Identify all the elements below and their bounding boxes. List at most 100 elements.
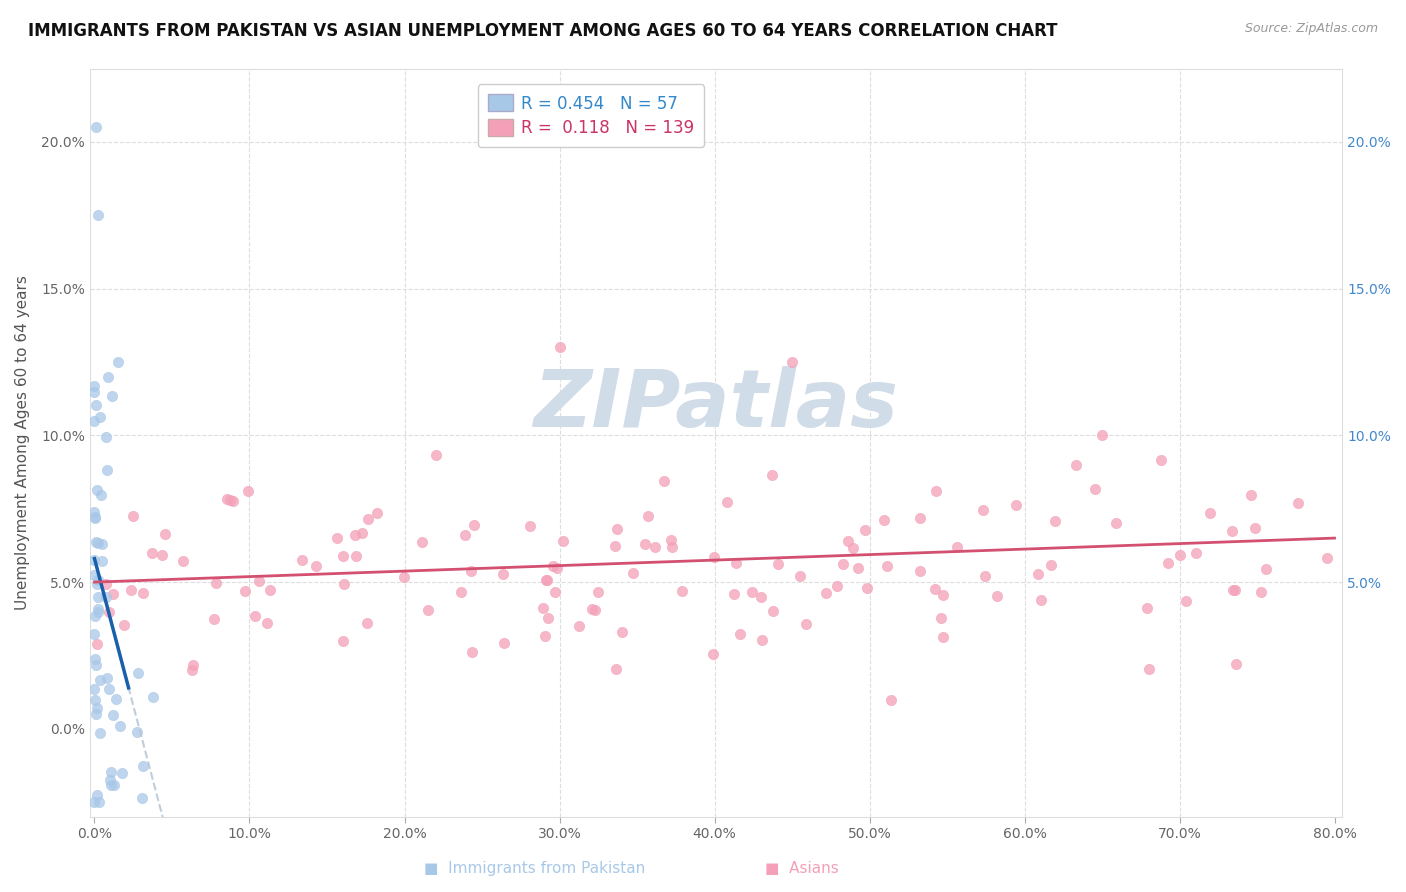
Point <box>610 624 633 639</box>
Point <box>86 208 108 222</box>
Point <box>98 605 121 619</box>
Point <box>703 549 725 564</box>
Point <box>463 518 485 533</box>
Point <box>546 561 568 575</box>
Point <box>876 558 898 573</box>
Point <box>762 604 785 618</box>
Point <box>83 627 105 641</box>
Point <box>86 577 108 591</box>
Point <box>425 449 447 463</box>
Point <box>96 463 118 477</box>
Point <box>83 682 105 697</box>
Point <box>837 533 859 548</box>
Point <box>332 549 354 563</box>
Point <box>621 566 644 580</box>
Point <box>326 531 349 545</box>
Point <box>416 602 439 616</box>
Point <box>83 692 105 706</box>
Point <box>87 536 110 550</box>
Point <box>644 540 666 554</box>
Point <box>233 583 256 598</box>
Point <box>94 590 117 604</box>
Point <box>366 506 388 520</box>
Point <box>153 526 176 541</box>
Point <box>103 778 125 792</box>
Point <box>90 488 112 502</box>
Point <box>87 605 110 619</box>
Point <box>908 564 931 578</box>
Point <box>1199 506 1222 520</box>
Point <box>101 586 124 600</box>
Point <box>1170 549 1192 563</box>
Point <box>103 708 125 723</box>
Point <box>1091 428 1114 442</box>
Point <box>1175 594 1198 608</box>
Point <box>132 586 155 600</box>
Point <box>634 537 657 551</box>
Point <box>842 541 865 555</box>
Point <box>86 700 108 714</box>
Point <box>780 355 803 369</box>
Point <box>531 600 554 615</box>
Point <box>180 663 202 677</box>
Point <box>111 765 134 780</box>
Point <box>1222 524 1244 538</box>
Point <box>728 627 751 641</box>
Point <box>1316 550 1339 565</box>
Point <box>238 484 260 499</box>
Point <box>350 525 373 540</box>
Point <box>87 795 110 809</box>
Point <box>121 509 143 524</box>
Point <box>84 510 107 524</box>
Point <box>215 491 238 506</box>
Point <box>986 589 1008 603</box>
Point <box>333 577 356 591</box>
Point <box>794 616 817 631</box>
Point <box>831 557 853 571</box>
Point <box>1244 521 1267 535</box>
Point <box>908 511 931 525</box>
Point <box>356 615 378 630</box>
Point <box>853 523 876 537</box>
Point <box>87 591 110 605</box>
Point <box>127 666 149 681</box>
Point <box>86 789 108 803</box>
Point <box>1256 561 1278 575</box>
Point <box>1105 516 1128 530</box>
Point <box>880 692 903 706</box>
Point <box>1223 582 1246 597</box>
Point <box>150 548 173 562</box>
Point <box>1045 514 1067 528</box>
Point <box>534 629 557 643</box>
Point <box>492 567 515 582</box>
Point <box>172 553 194 567</box>
Point <box>96 671 118 685</box>
Point <box>661 540 683 554</box>
Point <box>202 611 225 625</box>
Point <box>125 724 148 739</box>
Point <box>1029 593 1052 607</box>
Point <box>84 534 107 549</box>
Point <box>973 569 995 583</box>
Point <box>492 636 515 650</box>
Point <box>671 583 693 598</box>
Point <box>86 483 108 497</box>
Point <box>659 533 682 547</box>
Point <box>1039 558 1062 573</box>
Point <box>104 692 127 706</box>
Point <box>581 602 603 616</box>
Point <box>107 355 129 369</box>
Point <box>1222 583 1244 598</box>
Point <box>450 584 472 599</box>
Point <box>932 630 955 644</box>
Point <box>1005 498 1028 512</box>
Point <box>89 726 111 740</box>
Point <box>83 385 105 400</box>
Point <box>1288 496 1310 510</box>
Point <box>305 558 328 573</box>
Point <box>83 379 105 393</box>
Point <box>97 681 120 696</box>
Point <box>1084 482 1107 496</box>
Point <box>343 527 366 541</box>
Point <box>1150 452 1173 467</box>
